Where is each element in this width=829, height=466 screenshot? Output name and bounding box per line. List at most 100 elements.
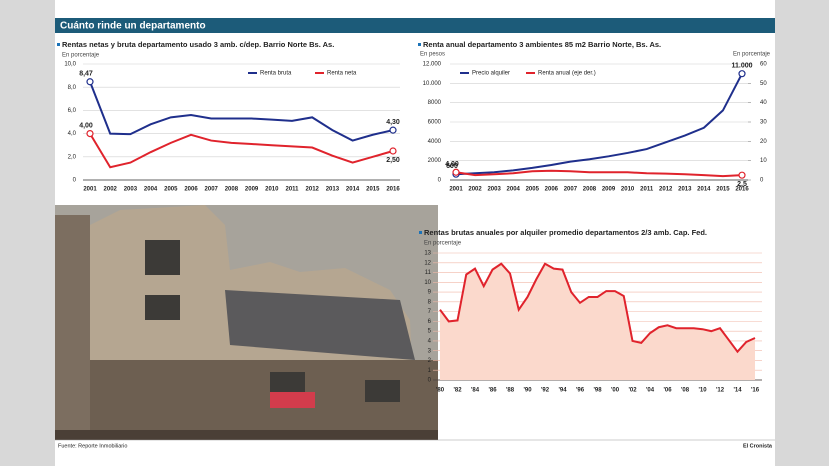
x-tick-label: 2013 (678, 187, 692, 193)
y-tick-label: 4,0 (68, 131, 77, 137)
point (452, 168, 460, 176)
y2-tick-label: 40 (760, 100, 767, 106)
x-tick-label: 2010 (621, 187, 635, 193)
x-tick-label: '08 (681, 388, 690, 394)
x-tick-label: 2010 (265, 187, 279, 193)
title-bullet (418, 43, 421, 46)
x-tick-label: 2016 (735, 187, 749, 193)
x-tick-label: 2009 (602, 187, 616, 193)
x-tick-label: '84 (471, 388, 480, 394)
x-tick-label: '14 (733, 388, 742, 394)
x-tick-label: 2012 (306, 187, 320, 193)
x-tick-label: 2006 (184, 187, 198, 193)
y-tick-label: 6 (428, 319, 432, 325)
value-label: 4,30 (386, 119, 400, 126)
point (389, 147, 397, 155)
x-tick-label: 2012 (659, 187, 673, 193)
y-tick-label: 6,0 (68, 108, 77, 114)
point (86, 130, 94, 138)
y-tick-label: 2,0 (68, 154, 77, 160)
x-tick-label: '02 (628, 388, 637, 394)
x-tick-label: '86 (488, 388, 497, 394)
value-label: 11.000 (731, 63, 752, 70)
source: Fuente: Reporte Inmobiliario (58, 443, 127, 449)
y-tick-label: 0 (73, 178, 77, 184)
chart-subtitle: En porcentaje (424, 241, 462, 247)
x-tick-label: 2014 (697, 187, 711, 193)
x-tick-label: 2005 (164, 187, 178, 193)
photo-wall (55, 215, 90, 440)
y-tick-label: 1 (428, 368, 432, 374)
y2-axis-label: En porcentaje (733, 52, 771, 58)
x-tick-label: 2007 (205, 187, 219, 193)
x-tick-label: '88 (506, 388, 515, 394)
photo-window (270, 372, 305, 394)
y-tick-label: 12.000 (423, 62, 442, 68)
x-tick-label: 2004 (144, 187, 158, 193)
x-tick-label: 2015 (366, 187, 380, 193)
x-tick-label: 2016 (386, 187, 400, 193)
x-tick-label: 2015 (716, 187, 730, 193)
y2-tick-label: 50 (760, 81, 767, 87)
x-tick-label: 2013 (326, 187, 340, 193)
x-tick-label: '04 (646, 388, 655, 394)
x-tick-label: 2005 (526, 187, 540, 193)
x-tick-label: '06 (663, 388, 672, 394)
y-tick-label: 4 (428, 339, 432, 345)
y-tick-label: 10 (424, 280, 431, 286)
x-tick-label: '12 (716, 388, 725, 394)
x-tick-label: '10 (698, 388, 707, 394)
y-tick-label: 8,0 (68, 85, 77, 91)
x-tick-label: 2014 (346, 187, 360, 193)
y-tick-label: 6000 (428, 120, 442, 126)
photo-window (145, 240, 180, 275)
y2-tick-label: 30 (760, 120, 767, 126)
photo (55, 205, 438, 440)
y-tick-label: 13 (424, 251, 431, 257)
y-tick-label: 11 (425, 270, 432, 276)
y2-tick-label: 20 (760, 139, 767, 145)
y2-tick-label: 10 (760, 158, 767, 164)
y-tick-label: 9 (428, 290, 432, 296)
point (738, 70, 746, 78)
y-tick-label: 0 (428, 378, 432, 384)
x-tick-label: '90 (523, 388, 532, 394)
x-tick-label: 2002 (468, 187, 482, 193)
x-tick-label: '00 (611, 388, 620, 394)
point (86, 78, 94, 86)
photo-sign (270, 392, 315, 408)
x-tick-label: '80 (436, 388, 445, 394)
y-tick-label: 2000 (428, 158, 442, 164)
legend-label: Renta neta (327, 71, 357, 77)
x-tick-label: 2001 (449, 187, 463, 193)
legend-label: Renta bruta (260, 71, 292, 77)
x-tick-label: 2008 (583, 187, 597, 193)
publisher: El Cronista (743, 443, 773, 449)
x-tick-label: 2011 (285, 187, 299, 193)
chart-subtitle: En porcentaje (62, 53, 100, 59)
photo-window (145, 295, 180, 320)
value-label: 4,00 (79, 122, 93, 129)
x-tick-label: 2008 (225, 187, 239, 193)
title-bullet (57, 43, 60, 46)
x-tick-label: 2002 (104, 187, 118, 193)
line (89, 133, 394, 169)
value-label: 4,00 (445, 161, 459, 168)
x-tick-label: 2003 (487, 187, 501, 193)
x-tick-label: 2001 (83, 187, 97, 193)
area (440, 263, 755, 380)
y-tick-label: 4000 (428, 139, 442, 145)
legend-label: Precio alquiler (472, 71, 510, 77)
chart-title: Renta anual departamento 3 ambientes 85 … (423, 40, 661, 49)
x-tick-label: '94 (558, 388, 567, 394)
x-tick-label: 2007 (564, 187, 578, 193)
photo-roof (225, 290, 415, 360)
photo-window (365, 380, 400, 402)
x-tick-label: 2009 (245, 187, 259, 193)
x-tick-label: '98 (593, 388, 602, 394)
y-tick-label: 0 (438, 178, 442, 184)
x-tick-label: '82 (453, 388, 462, 394)
chart-title: Rentas netas y bruta departamento usado … (62, 40, 334, 49)
